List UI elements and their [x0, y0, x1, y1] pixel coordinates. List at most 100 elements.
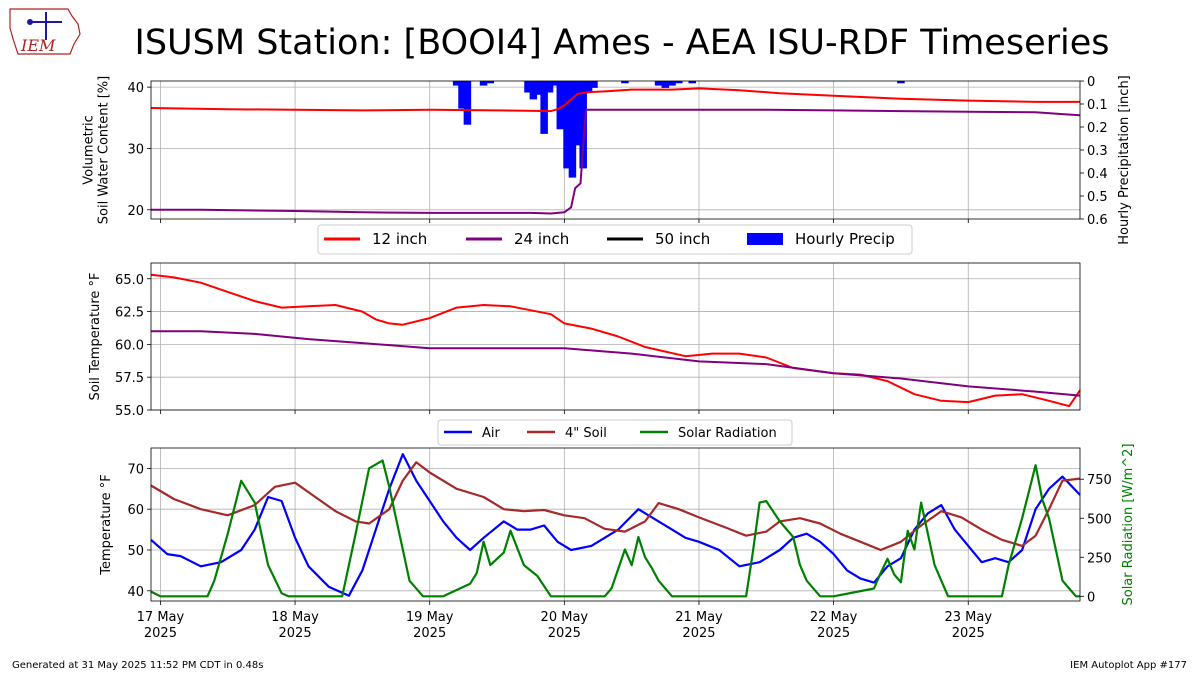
y-axis-label-line: Temperature °F — [99, 474, 114, 575]
legend-label: 4" Soil — [565, 426, 607, 441]
precip-bar — [688, 81, 696, 84]
iowa-outline-icon — [9, 8, 81, 55]
precip-bar — [654, 81, 663, 86]
series-line-solar-radiation — [150, 459, 1080, 598]
legend-label: 24 inch — [514, 230, 569, 248]
plot-frame — [150, 447, 1081, 602]
legend-soil-moisture: 12 inch 24 inch 50 inch Hourly Precip — [317, 224, 913, 255]
precip-bar — [675, 81, 683, 84]
y-tick-label: 40 — [127, 585, 144, 600]
y2-tick-label: 0 — [1087, 590, 1095, 605]
series-line-24-inch — [151, 108, 1081, 215]
x-tick-label-year: 2025 — [952, 626, 985, 641]
x-tick-label-year: 2025 — [548, 626, 581, 641]
precip-bar — [568, 81, 577, 178]
x-tick-label-year: 2025 — [279, 626, 312, 641]
legend-box — [437, 419, 793, 446]
x-tick-label-year: 2025 — [144, 626, 177, 641]
legend-label: Solar Radiation — [678, 426, 777, 441]
series-line-24-inch — [151, 330, 1081, 397]
plot-frame — [150, 262, 1081, 411]
precip-bar — [479, 81, 488, 86]
precip-bar — [535, 81, 543, 95]
precip-bar — [540, 81, 548, 134]
precip-bar — [668, 81, 676, 86]
x-tick-label: 23 May — [944, 610, 992, 625]
panel-soil-temperature: 55.0 57.5 60.0 62.5 65.0 Soil Temperature °F — [88, 262, 1081, 419]
y-tick-label: 50 — [127, 544, 144, 559]
precip-bar — [551, 81, 559, 86]
x-tick-label-year: 2025 — [413, 626, 446, 641]
y-tick-label: 57.5 — [115, 371, 144, 386]
panel-air-soil-solar: 40 50 60 70 0 250 500 750 Temperature °F Solar Ra… — [99, 419, 1136, 641]
x-tick-label: 22 May — [810, 610, 858, 625]
precip-bar — [621, 81, 629, 84]
y2-tick-label: 500 — [1087, 512, 1112, 527]
y2-tick-label: 0.6 — [1087, 213, 1108, 228]
x-tick-label: 18 May — [271, 610, 319, 625]
legend-swatch — [747, 233, 783, 245]
y-tick-label: 20 — [127, 204, 144, 219]
legend-label: 12 inch — [372, 230, 427, 248]
precip-bar — [574, 81, 582, 146]
series-line-12-inch — [150, 273, 1081, 408]
y2-axis-label: Hourly Precipitation [inch] — [1117, 75, 1132, 245]
series-line-12-inch — [150, 87, 1080, 113]
y2-axis-label-line: Hourly Precipitation [inch] — [1117, 75, 1132, 245]
y2-tick-label: 750 — [1087, 473, 1112, 488]
x-tick-label: 20 May — [541, 610, 589, 625]
precip-bar — [590, 81, 598, 88]
x-tick-label: 17 May — [137, 610, 185, 625]
precip-bar — [463, 81, 472, 125]
y-axis-label-line: Soil Temperature °F — [88, 272, 103, 400]
chart-title: ISUSM Station: [BOOI4] Ames - AEA ISU-RD… — [135, 23, 1110, 63]
y-tick-label: 30 — [127, 142, 144, 157]
precip-bar — [452, 81, 461, 86]
precip-bar — [584, 81, 593, 93]
x-tick-label-year: 2025 — [817, 626, 850, 641]
y-axis-label-line: Volumetric — [82, 115, 97, 185]
plot-frame — [150, 80, 1081, 220]
precip-bar — [458, 81, 466, 109]
y-axis-label-line: Soil Water Content [%] — [97, 76, 112, 224]
legend-air-soil-solar: Air 4" Soil Solar Radiation — [437, 419, 793, 446]
x-tick-label-year: 2025 — [682, 626, 715, 641]
app-footnote: IEM Autoplot App #177 — [1070, 660, 1187, 671]
y2-axis-label: Solar Radiation [W/m^2] — [1121, 443, 1136, 605]
y-axis-label: Soil Temperature °F — [88, 272, 103, 400]
y-tick-label: 60.0 — [115, 338, 144, 353]
y-axis-label: Temperature °F — [99, 474, 114, 575]
x-tick-label: 19 May — [406, 610, 454, 625]
y-tick-label: 40 — [127, 81, 144, 96]
precip-bar — [661, 81, 670, 88]
y-axis-label: VolumetricSoil Water Content [%] — [82, 76, 112, 224]
y2-tick-label: 0.2 — [1087, 121, 1108, 136]
y-tick-label: 60 — [127, 503, 144, 518]
precip-bar — [556, 81, 565, 130]
y-tick-label: 55.0 — [115, 404, 144, 419]
x-tick-label: 21 May — [675, 610, 723, 625]
y2-axis-label-line: Solar Radiation [W/m^2] — [1121, 443, 1136, 605]
precip-bar — [545, 81, 554, 93]
y2-tick-label: 0.1 — [1087, 98, 1108, 113]
y2-tick-label: 0.5 — [1087, 190, 1108, 205]
legend-label: Air — [482, 426, 501, 441]
logo-text: IEM — [20, 36, 56, 55]
y-tick-label: 65.0 — [115, 273, 144, 288]
y2-tick-label: 0.3 — [1087, 144, 1108, 159]
precip-bar — [486, 81, 495, 84]
panel-soil-moisture: 20 30 40 0 0.1 0.2 0.3 0.4 0.5 0.6 VolumetricSoil … — [82, 75, 1132, 255]
precip-bar — [579, 81, 587, 169]
y-tick-label: 62.5 — [115, 306, 144, 321]
precip-bar — [897, 81, 905, 84]
precip-bar — [563, 81, 571, 169]
y2-tick-label: 250 — [1087, 551, 1112, 566]
y2-tick-label: 0.4 — [1087, 167, 1108, 182]
y2-tick-label: 0 — [1087, 75, 1095, 90]
y-tick-label: 70 — [127, 462, 144, 477]
generation-footnote: Generated at 31 May 2025 11:52 PM CDT in… — [12, 660, 264, 671]
station-sensor-icon — [27, 19, 33, 25]
iem-logo: IEM — [9, 8, 81, 55]
